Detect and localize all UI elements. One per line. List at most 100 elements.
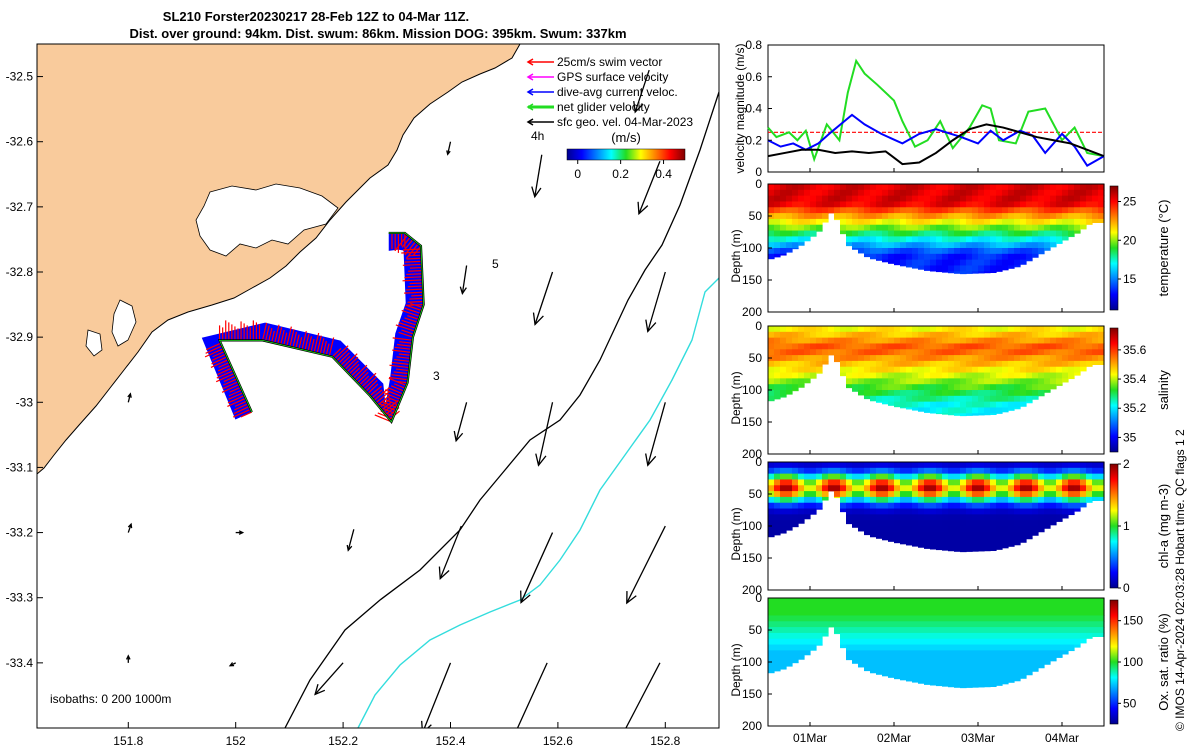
section-cell	[942, 378, 949, 385]
section-cell	[1038, 621, 1045, 628]
section-heatmap	[768, 598, 1105, 689]
section-cell	[786, 224, 793, 232]
section-cell	[1050, 213, 1057, 220]
section-cell	[948, 401, 955, 409]
section-cell	[780, 195, 787, 203]
section-cell	[942, 224, 949, 232]
section-cell	[1062, 230, 1069, 237]
section-cell	[1062, 473, 1069, 481]
section-cell	[894, 242, 901, 249]
section-cell	[1026, 343, 1033, 350]
section-cell	[948, 271, 955, 274]
section-cell	[780, 355, 787, 362]
section-cell	[846, 236, 853, 243]
section-cell	[852, 485, 859, 492]
geo-velocity-arrow	[438, 525, 462, 580]
section-cell	[1032, 384, 1039, 391]
section-cell	[882, 632, 889, 640]
section-cell	[798, 189, 805, 197]
section-cell	[912, 679, 919, 683]
section-cell	[798, 331, 805, 339]
section-cell	[1014, 355, 1021, 362]
section-cell	[1044, 632, 1051, 640]
section-cell	[894, 253, 901, 261]
section-cell	[906, 401, 913, 409]
section-cell	[942, 331, 949, 339]
section-cell	[900, 609, 907, 617]
section-cell	[1050, 242, 1057, 248]
section-cell	[816, 326, 823, 333]
section-cell	[780, 242, 787, 249]
section-cell	[990, 485, 997, 492]
section-cell	[960, 378, 967, 385]
section-cell	[834, 349, 841, 356]
section-cell	[876, 502, 883, 510]
section-cell	[1008, 265, 1015, 269]
section-cell	[990, 213, 997, 220]
section-cell	[972, 479, 979, 486]
section-cell	[1038, 644, 1045, 651]
section-cell	[978, 485, 985, 492]
section-cell	[1086, 195, 1093, 203]
section-cell	[1020, 236, 1027, 243]
section-cell	[1050, 496, 1057, 504]
section-cell	[786, 502, 793, 510]
map-y-tick-label: -32.6	[6, 135, 34, 149]
section-cell	[786, 650, 793, 657]
colorbar-tick-label: 2	[1123, 457, 1130, 471]
section-cell	[1098, 598, 1105, 605]
section-cell	[798, 603, 805, 611]
section-cell	[1080, 615, 1087, 622]
section-cell	[924, 650, 931, 657]
section-cell	[864, 462, 871, 469]
section-cell	[918, 259, 925, 267]
section-cell	[1026, 207, 1033, 214]
section-cell	[864, 485, 871, 492]
section-cell	[1002, 189, 1009, 197]
section-cell	[930, 207, 937, 214]
section-cell	[858, 384, 865, 391]
section-cell	[1008, 218, 1015, 226]
section-cell	[1056, 195, 1063, 203]
section-cell	[1020, 195, 1027, 203]
section-cell	[1020, 673, 1027, 679]
section-cell	[1032, 650, 1039, 657]
section-cell	[780, 467, 787, 475]
section-cell	[1062, 621, 1069, 628]
section-cell	[942, 349, 949, 356]
section-cell	[834, 467, 841, 475]
section-cell	[822, 467, 829, 475]
section-cell	[978, 213, 985, 220]
section-cell	[774, 485, 781, 492]
section-cell	[936, 366, 943, 374]
section-cell	[792, 201, 799, 208]
section-cell	[834, 491, 841, 498]
section-cell	[870, 479, 877, 486]
section-cell	[918, 384, 925, 391]
section-cell	[864, 349, 871, 356]
section-cell	[1014, 467, 1021, 475]
section-cell	[888, 355, 895, 362]
section-cell	[774, 349, 781, 356]
section-cell	[1026, 230, 1033, 237]
section-cell	[840, 224, 847, 232]
section-cell	[852, 236, 859, 243]
section-cell	[798, 644, 805, 651]
section-cell	[1086, 462, 1093, 469]
section-cell	[924, 407, 931, 413]
section-cell	[1008, 253, 1015, 261]
section-y-tick-label: 150	[742, 687, 762, 701]
section-cell	[798, 621, 805, 628]
section-cell	[1032, 218, 1039, 226]
section-cell	[1038, 462, 1045, 469]
section-cell	[1056, 609, 1063, 617]
section-cell	[936, 213, 943, 220]
section-cell	[1020, 189, 1027, 197]
section-cell	[1044, 491, 1051, 498]
section-cell	[918, 473, 925, 481]
section-cell	[900, 236, 907, 243]
section-cell	[798, 384, 805, 388]
section-cell	[960, 207, 967, 214]
section-cell	[882, 496, 889, 504]
section-cell	[834, 603, 841, 611]
